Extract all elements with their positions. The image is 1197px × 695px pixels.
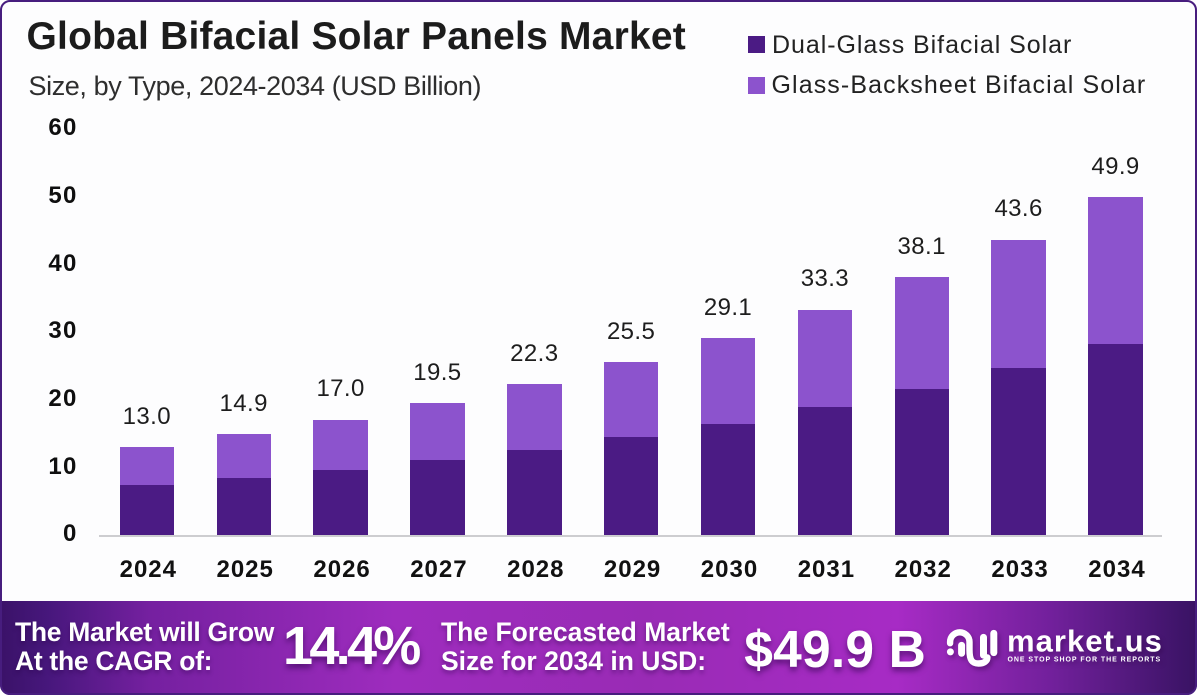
- svg-text:market.us: market.us: [1007, 624, 1163, 659]
- svg-text:ONE STOP SHOP FOR THE REPORTS: ONE STOP SHOP FOR THE REPORTS: [1008, 656, 1162, 663]
